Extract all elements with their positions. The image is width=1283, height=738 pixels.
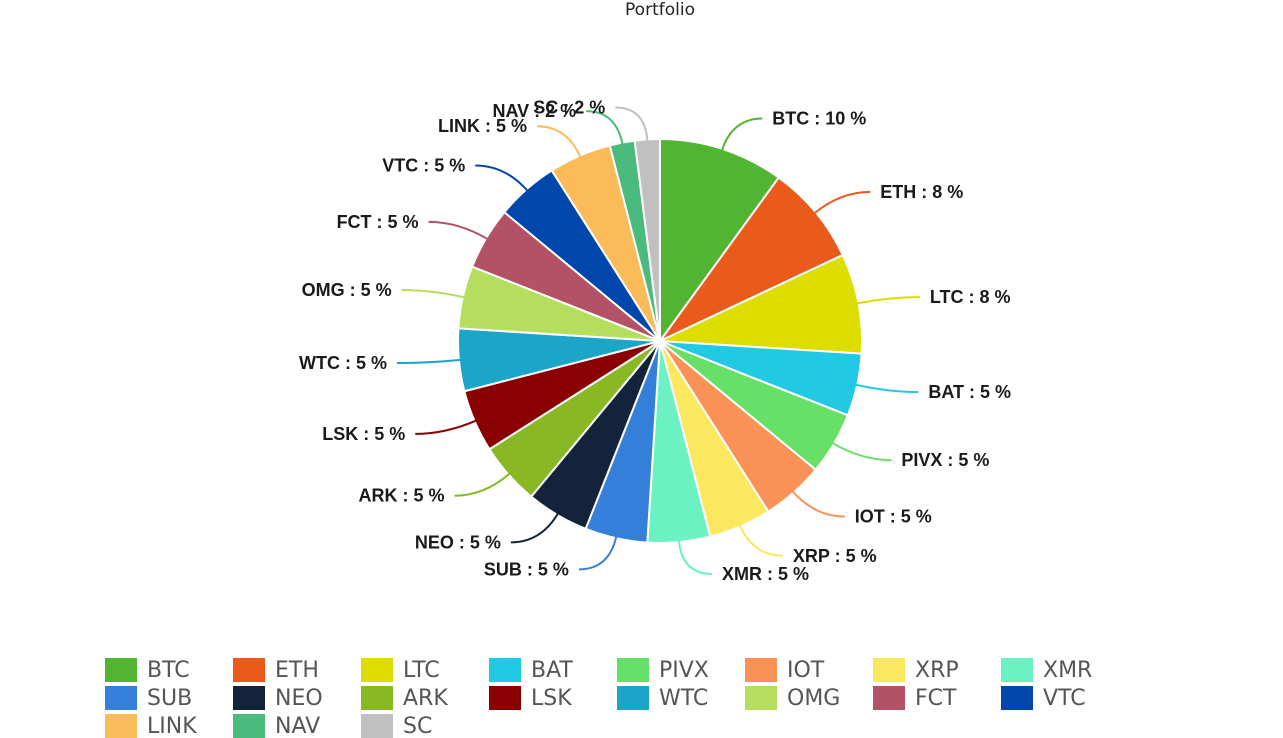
slice-label-lsk: LSK : 5 % [322, 424, 405, 444]
legend-swatch [361, 714, 393, 738]
pie-chart: BTC : 10 % ETH : 8 % LTC : 8 % BAT : 5 % PIV… [299, 97, 1011, 584]
legend-item-iot[interactable]: IOT [745, 656, 873, 684]
connector-line-xmr [677, 540, 713, 575]
slice-label-fct: FCT : 5 % [337, 212, 419, 232]
legend-item-nav[interactable]: NAV [233, 712, 361, 738]
slice-label-omg: OMG : 5 % [302, 280, 392, 300]
connector-line-btc [720, 117, 763, 152]
legend-item-sub[interactable]: SUB [105, 684, 233, 712]
slice-label-xrp: XRP : 5 % [793, 546, 877, 566]
legend-label: WTC [659, 685, 709, 711]
legend-swatch [617, 686, 649, 710]
connector-line-nav [586, 110, 624, 145]
legend-swatch [873, 658, 905, 682]
legend-item-neo[interactable]: NEO [233, 684, 361, 712]
legend-item-xmr[interactable]: XMR [1001, 656, 1129, 684]
legend-label: SUB [147, 685, 193, 711]
legend-label: ARK [403, 685, 448, 711]
legend-swatch [873, 686, 905, 710]
legend-item-eth[interactable]: ETH [233, 656, 361, 684]
connector-line-xrp [738, 524, 783, 557]
legend-label: BAT [531, 657, 573, 683]
slice-label-link: LINK : 5 % [438, 116, 527, 136]
legend-swatch [361, 686, 393, 710]
legend-swatch [489, 658, 521, 682]
legend-swatch [105, 686, 137, 710]
legend-swatch [105, 658, 137, 682]
legend-item-lsk[interactable]: LSK [489, 684, 617, 712]
legend-swatch [233, 658, 265, 682]
slice-label-ltc: LTC : 8 % [930, 287, 1011, 307]
slice-label-sc: SC : 2 % [533, 97, 605, 117]
legend-swatch [233, 686, 265, 710]
legend-swatch [617, 658, 649, 682]
connector-line-wtc [397, 358, 461, 365]
legend-swatch [1001, 686, 1033, 710]
connector-line-ltc [856, 296, 920, 305]
connector-line-lsk [415, 419, 477, 435]
legend-item-sc[interactable]: SC [361, 712, 489, 738]
slice-label-btc: BTC : 10 % [772, 108, 866, 128]
legend-swatch [489, 686, 521, 710]
legend-item-xrp[interactable]: XRP [873, 656, 1001, 684]
legend-swatch [745, 658, 777, 682]
legend-label: NAV [275, 713, 321, 738]
legend-label: XRP [915, 657, 959, 683]
connector-line-sc [615, 106, 649, 142]
legend-item-wtc[interactable]: WTC [617, 684, 745, 712]
legend-label: LINK [147, 713, 197, 738]
legend-item-btc[interactable]: BTC [105, 656, 233, 684]
legend: BTC ETH LTC BAT PIVX IOT XRP XMR SUB NEO ARK LSK WTC… [105, 656, 1255, 738]
legend-swatch [361, 658, 393, 682]
legend-label: ETH [275, 657, 319, 683]
chart-title: Portfolio [625, 0, 695, 20]
legend-swatch [745, 686, 777, 710]
slice-label-bat: BAT : 5 % [928, 382, 1011, 402]
connector-line-fct [428, 220, 489, 241]
legend-item-bat[interactable]: BAT [489, 656, 617, 684]
slice-label-nav: NAV : 2 % [492, 101, 576, 121]
legend-item-link[interactable]: LINK [105, 712, 233, 738]
connector-line-sub [578, 535, 618, 571]
legend-swatch [1001, 658, 1033, 682]
legend-label: IOT [787, 657, 825, 683]
legend-item-ltc[interactable]: LTC [361, 656, 489, 684]
slice-label-ark: ARK : 5 % [358, 486, 444, 506]
connector-line-pivx [831, 441, 892, 462]
legend-swatch [233, 714, 265, 738]
legend-label: FCT [915, 685, 957, 711]
connector-line-ark [454, 472, 511, 497]
legend-item-fct[interactable]: FCT [873, 684, 1001, 712]
legend-label: OMG [787, 685, 841, 711]
legend-item-ark[interactable]: ARK [361, 684, 489, 712]
slice-label-xmr: XMR : 5 % [722, 564, 809, 584]
slice-label-neo: NEO : 5 % [415, 532, 501, 552]
slice-label-pivx: PIVX : 5 % [901, 450, 989, 470]
legend-label: LTC [403, 657, 440, 683]
connector-line-neo [510, 512, 560, 544]
slice-label-iot: IOT : 5 % [855, 507, 932, 527]
connector-line-omg [401, 288, 466, 299]
legend-label: XMR [1043, 657, 1093, 683]
legend-label: VTC [1043, 685, 1086, 711]
legend-label: BTC [147, 657, 190, 683]
connector-line-bat [854, 383, 919, 394]
legend-item-pivx[interactable]: PIVX [617, 656, 745, 684]
legend-label: PIVX [659, 657, 709, 683]
connector-line-link [537, 125, 582, 158]
slice-label-eth: ETH : 8 % [880, 182, 963, 202]
connector-line-iot [791, 490, 845, 518]
legend-label: NEO [275, 685, 323, 711]
legend-label: LSK [531, 685, 572, 711]
connector-line-eth [813, 190, 871, 215]
slice-label-wtc: WTC : 5 % [299, 353, 387, 373]
legend-item-vtc[interactable]: VTC [1001, 684, 1129, 712]
legend-label: SC [403, 713, 433, 738]
legend-swatch [105, 714, 137, 738]
slice-label-vtc: VTC : 5 % [382, 155, 465, 175]
slice-label-sub: SUB : 5 % [484, 559, 569, 579]
legend-item-omg[interactable]: OMG [745, 684, 873, 712]
connector-line-vtc [475, 164, 529, 192]
